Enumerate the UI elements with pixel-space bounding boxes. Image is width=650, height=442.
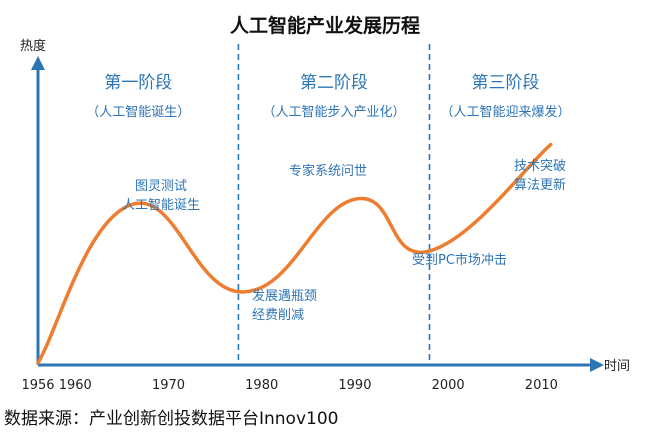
stage-description: （人工智能诞生）: [86, 105, 190, 120]
curve-point: [428, 249, 431, 253]
annotation-text: 受到PC市场冲击: [412, 252, 507, 268]
x-axis-arrow-icon: [590, 358, 604, 372]
heat-curve-series: [36, 142, 553, 365]
stage-name: 第三阶段: [471, 73, 539, 93]
stage-name: 第一阶段: [104, 73, 172, 93]
x-tick-label: 1990: [338, 378, 371, 393]
curve-point: [129, 203, 133, 207]
curve-point: [353, 197, 357, 201]
y-axis-arrow-icon: [31, 56, 45, 70]
x-tick-label: 1956: [21, 378, 54, 393]
x-axis-label: 时间: [604, 359, 630, 374]
annotation-text: 图灵测试: [135, 179, 187, 194]
x-tick-label: 1970: [152, 378, 185, 393]
curve-point: [36, 361, 40, 365]
x-tick-label: 1980: [245, 378, 278, 393]
x-tick-label: 1960: [59, 378, 92, 393]
annotation-text: 算法更新: [514, 177, 566, 193]
curve-point: [241, 290, 245, 294]
stage-description: （人工智能迎来爆发）: [440, 104, 570, 120]
annotation-text: 专家系统问世: [289, 163, 367, 179]
annotation-text: 经费削减: [252, 308, 304, 323]
x-tick-label: 2000: [432, 378, 465, 393]
annotation-text: 技术突破: [514, 158, 566, 174]
stage-name: 第二阶段: [300, 73, 368, 93]
chart-title: 人工智能产业发展历程: [230, 14, 420, 37]
stage-description: （人工智能步入产业化）: [262, 105, 405, 120]
y-axis-label: 热度: [20, 38, 46, 54]
annotation-text: 人工智能诞生: [122, 198, 200, 213]
annotation-text: 发展遇瓶颈: [252, 288, 317, 304]
curve-point: [549, 143, 553, 147]
data-source-footer: 数据来源：产业创新创投数据平台Innov100: [4, 409, 339, 429]
x-tick-label: 2010: [525, 378, 558, 393]
